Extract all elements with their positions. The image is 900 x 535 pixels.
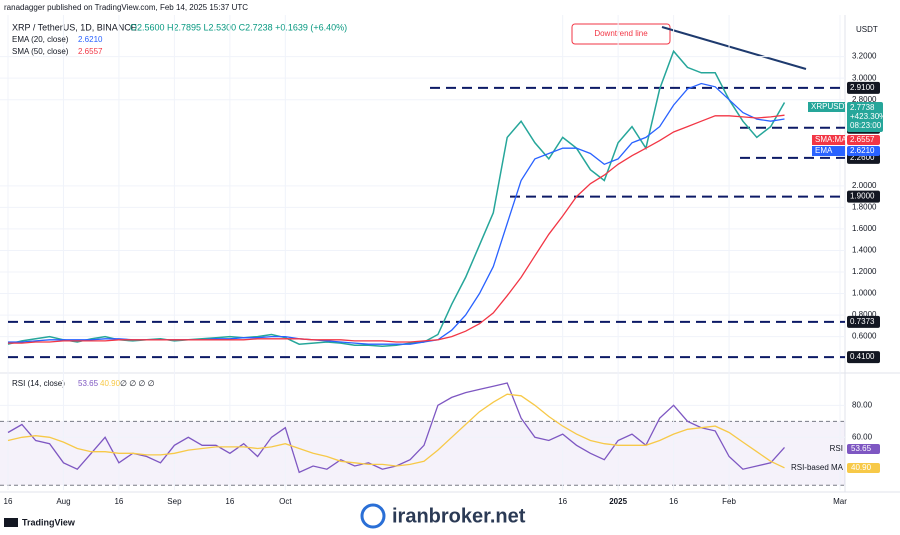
x-tick-label: 16 xyxy=(114,497,123,506)
y-tick-label: 2.0000 xyxy=(852,181,877,190)
level-label: 2.9100 xyxy=(850,83,875,92)
price-badge xyxy=(808,102,845,112)
logo: TradingView xyxy=(4,517,76,527)
level-badge xyxy=(847,81,880,94)
legend-value: 2.6210 xyxy=(78,35,103,44)
legend-entry: EMA (20, close) xyxy=(12,35,69,44)
price-badge-name: XRPUSDT xyxy=(811,102,849,111)
rsi-badge xyxy=(847,444,880,454)
ma-badge xyxy=(812,146,845,156)
y-tick-label: 1.4000 xyxy=(852,246,877,255)
series-line xyxy=(8,114,785,344)
price-badge-last_label: 2.7738 xyxy=(850,103,875,112)
rsi-badge-value: 53.65 xyxy=(851,444,872,453)
watermark: iranbroker.net xyxy=(392,505,526,527)
level-badge xyxy=(847,315,880,328)
rsi-legend-value: 53.65 xyxy=(78,379,99,388)
x-tick-label: Mar xyxy=(833,497,847,506)
ma-badge-name: EMA xyxy=(815,146,833,155)
y-tick-label: 3.0000 xyxy=(852,73,877,82)
rsi-badge-name: RSI-based MA xyxy=(791,463,844,472)
rsi-title: RSI (14, close) xyxy=(12,379,65,388)
ma-badge-value: 2.6210 xyxy=(850,146,875,155)
downtrend-line xyxy=(661,26,807,70)
series-line xyxy=(7,49,786,348)
y-tick-label: 3.2000 xyxy=(852,52,877,61)
rsi-legend-value: 40.90 xyxy=(100,379,121,388)
legend-value: 2.6557 xyxy=(78,47,103,56)
currency: USDT xyxy=(856,25,878,34)
x-tick-label: 16 xyxy=(225,497,234,506)
x-tick-label: Aug xyxy=(56,497,70,506)
y-tick-label: 0.6000 xyxy=(852,332,877,341)
y-tick-label: 1.0000 xyxy=(852,289,877,298)
y-tick-label: 1.8000 xyxy=(852,202,877,211)
x-tick-label: 16 xyxy=(4,497,13,506)
level-label: 2.2600 xyxy=(850,153,875,162)
annotation: Downtrend line xyxy=(594,29,648,38)
rsi-badge-name: RSI xyxy=(830,444,843,453)
logo-icon xyxy=(4,518,18,527)
ma-badge xyxy=(847,146,880,156)
ma-badge xyxy=(847,135,880,145)
level-badge xyxy=(847,351,880,364)
y-tick-label: 0.8000 xyxy=(852,310,877,319)
x-tick-label: 16 xyxy=(558,497,567,506)
ohlc: O2.5600 H2.7895 L2.5300 C2.7238 +0.1639 … xyxy=(130,22,347,32)
ma-badge-value: 2.6557 xyxy=(850,135,875,144)
y-tick-label: 60.00 xyxy=(852,432,873,441)
level-label: 0.4100 xyxy=(850,352,875,361)
price-badge xyxy=(847,102,883,132)
ma-badge xyxy=(812,135,845,145)
level-badge xyxy=(847,190,880,203)
rsi-badge xyxy=(847,463,880,473)
rsi-band xyxy=(0,421,845,486)
legend-entry: SMA (50, close) xyxy=(12,47,69,56)
y-tick-label: 2.8000 xyxy=(852,95,877,104)
y-tick-label: 80.00 xyxy=(852,400,873,409)
watermark-icon xyxy=(360,503,386,529)
ma-badge-name: SMA:MA xyxy=(815,135,847,144)
y-tick-label: 1.2000 xyxy=(852,267,877,276)
publisher: ranadagger published on TradingView.com,… xyxy=(4,3,248,12)
x-tick-label: 16 xyxy=(669,497,678,506)
price-badge-countdown: 08:23:00 xyxy=(850,121,882,130)
rsi-badge-value: 40.90 xyxy=(851,463,872,472)
chart-title: XRP / TetherUS, 1D, BINANCE xyxy=(12,22,137,32)
x-tick-label: 2025 xyxy=(609,497,627,506)
level-label: 0.7373 xyxy=(850,317,875,326)
y-tick-label: 1.6000 xyxy=(852,224,877,233)
level-label: 1.9000 xyxy=(850,192,875,201)
price-badge-change: +423.30% xyxy=(850,112,886,121)
x-tick-label: Feb xyxy=(722,497,736,506)
logo-text: TradingView xyxy=(22,517,76,527)
rsi-legend-extra: ∅ ∅ ∅ ∅ xyxy=(120,379,155,388)
x-tick-label: Oct xyxy=(279,497,292,506)
x-tick-label: Sep xyxy=(167,497,182,506)
annotation-box xyxy=(571,23,671,45)
series-line xyxy=(7,393,785,469)
